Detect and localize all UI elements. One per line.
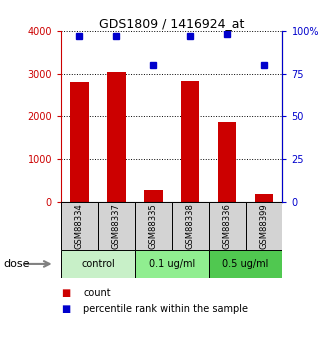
FancyBboxPatch shape [98,202,135,250]
Text: ■: ■ [61,288,70,298]
Bar [107,72,126,202]
Text: GSM88338: GSM88338 [186,203,195,249]
Text: GSM88336: GSM88336 [222,203,232,249]
FancyBboxPatch shape [61,250,135,278]
Text: GSM88337: GSM88337 [112,203,121,249]
Text: 0.5 ug/ml: 0.5 ug/ml [222,259,269,269]
Bar [218,122,236,202]
Text: 0.1 ug/ml: 0.1 ug/ml [149,259,195,269]
Text: GSM88334: GSM88334 [75,203,84,249]
Bar [255,194,273,202]
Text: GSM88399: GSM88399 [259,203,269,249]
FancyBboxPatch shape [135,202,172,250]
FancyBboxPatch shape [135,250,209,278]
FancyBboxPatch shape [246,202,282,250]
Text: count: count [83,288,111,298]
Title: GDS1809 / 1416924_at: GDS1809 / 1416924_at [99,17,244,30]
FancyBboxPatch shape [209,250,282,278]
Text: percentile rank within the sample: percentile rank within the sample [83,304,248,314]
Bar [144,190,162,202]
Text: dose: dose [3,259,30,269]
Bar [70,82,89,202]
Text: GSM88335: GSM88335 [149,203,158,249]
FancyBboxPatch shape [61,202,98,250]
Text: ■: ■ [61,304,70,314]
FancyBboxPatch shape [209,202,246,250]
Bar [181,81,199,202]
FancyBboxPatch shape [172,202,209,250]
Text: control: control [81,259,115,269]
